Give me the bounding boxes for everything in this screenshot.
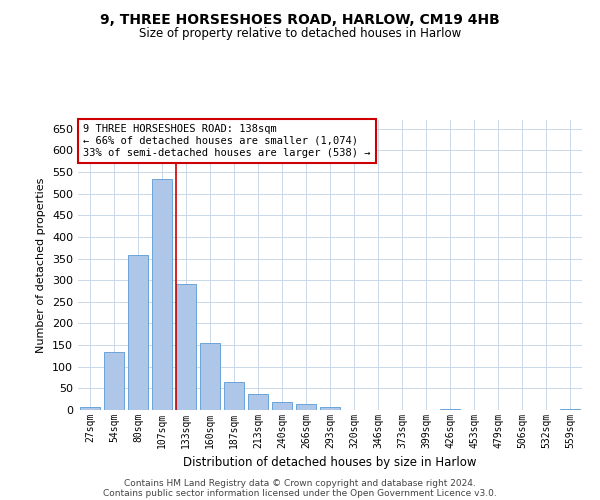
Text: 9 THREE HORSESHOES ROAD: 138sqm
← 66% of detached houses are smaller (1,074)
33%: 9 THREE HORSESHOES ROAD: 138sqm ← 66% of… — [83, 124, 371, 158]
Text: 9, THREE HORSESHOES ROAD, HARLOW, CM19 4HB: 9, THREE HORSESHOES ROAD, HARLOW, CM19 4… — [100, 12, 500, 26]
Bar — [152, 180, 172, 410]
Bar — [560, 409, 580, 410]
Bar — [440, 408, 460, 410]
Text: Contains public sector information licensed under the Open Government Licence v3: Contains public sector information licen… — [103, 488, 497, 498]
Text: Contains HM Land Registry data © Crown copyright and database right 2024.: Contains HM Land Registry data © Crown c… — [124, 478, 476, 488]
X-axis label: Distribution of detached houses by size in Harlow: Distribution of detached houses by size … — [183, 456, 477, 469]
Bar — [320, 406, 340, 410]
Bar — [128, 255, 148, 410]
Text: Size of property relative to detached houses in Harlow: Size of property relative to detached ho… — [139, 28, 461, 40]
Bar — [272, 402, 292, 410]
Bar — [104, 352, 124, 410]
Bar — [296, 404, 316, 410]
Bar — [200, 343, 220, 410]
Bar — [176, 284, 196, 410]
Bar — [224, 382, 244, 410]
Bar — [248, 394, 268, 410]
Y-axis label: Number of detached properties: Number of detached properties — [37, 178, 46, 352]
Bar — [80, 406, 100, 410]
